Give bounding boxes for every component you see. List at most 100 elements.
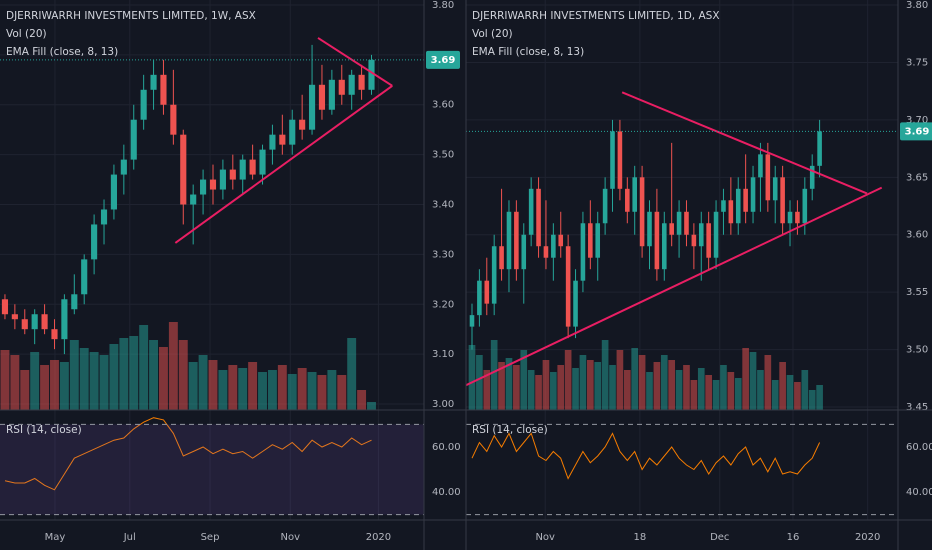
x-tick-label: 16 [787, 532, 800, 543]
candle-body [110, 174, 117, 210]
plot-area [0, 0, 424, 520]
volume-bar [476, 355, 483, 410]
candle-body [625, 188, 630, 212]
volume-bar [483, 370, 491, 410]
candle-body [130, 119, 137, 160]
volume-bar [0, 350, 10, 410]
candle-body [639, 177, 645, 247]
candle-body [698, 223, 704, 247]
candle-body [477, 280, 482, 316]
volume-bar [683, 365, 690, 410]
candle-body [817, 131, 822, 166]
volume-bar [653, 362, 661, 410]
rsi-tick-label: 40.00 [906, 487, 932, 498]
volume-bar [675, 370, 683, 410]
volume-bar [159, 347, 168, 410]
candle-body [358, 74, 365, 90]
y-tick-label: 3.80 [906, 0, 928, 11]
volume-bar [786, 375, 794, 410]
volume-bar [277, 365, 287, 410]
volume-bar [742, 348, 749, 410]
candle-body [61, 299, 68, 340]
volume-bar [109, 344, 119, 410]
volume-bar [287, 374, 297, 410]
candle-body [543, 246, 549, 258]
candle-body [617, 131, 623, 189]
rsi-tick-label: 40.00 [432, 487, 461, 498]
volume-bar [609, 365, 616, 410]
volume-bar [660, 355, 668, 410]
candle-body [289, 119, 296, 145]
volume-bar [601, 340, 609, 410]
candle-body [661, 223, 667, 270]
candle-body [765, 154, 771, 201]
volume-bar [40, 365, 50, 410]
y-tick-label: 3.50 [906, 345, 928, 356]
candle-body [328, 79, 335, 110]
volume-bar [468, 345, 476, 410]
volume-bar [705, 375, 712, 410]
rsi-title: RSI (14, close) [6, 424, 82, 436]
candle-body [735, 188, 741, 224]
volume-bar [50, 360, 59, 410]
volume-bar [816, 385, 823, 410]
candle-body [209, 179, 217, 190]
candle-body [588, 223, 593, 258]
candle-body [150, 74, 157, 90]
volume-bar [69, 340, 79, 410]
rsi-line [471, 432, 821, 480]
candle-body [348, 74, 355, 95]
candle-body [743, 188, 748, 212]
volume-bar [616, 350, 624, 410]
y-tick-label: 3.20 [432, 299, 454, 310]
x-tick-label: Jul [123, 532, 136, 543]
volume-bar [720, 365, 727, 410]
y-tick-label: 3.65 [906, 172, 928, 183]
candle-body [528, 188, 534, 235]
volume-bar [357, 390, 367, 410]
y-tick-label: 3.50 [432, 150, 454, 161]
y-tick-label: 3.40 [432, 200, 454, 211]
indicator-label: Vol (20) [6, 28, 47, 40]
trendline [317, 37, 393, 87]
y-tick-label: 3.80 [432, 0, 454, 11]
candle-body [249, 159, 256, 175]
plot-area [466, 0, 898, 520]
volume-bar [513, 365, 520, 410]
candle-body [1, 299, 9, 315]
indicator-label: Vol (20) [472, 28, 513, 40]
volume-bar [198, 355, 208, 410]
candle-body [499, 246, 504, 270]
volume-bar [218, 370, 228, 410]
volume-bar [490, 340, 498, 410]
volume-bar [712, 380, 720, 410]
volume-bar [238, 368, 248, 410]
x-tick-label: Nov [280, 532, 300, 543]
candle-body [21, 319, 28, 330]
candle-body [795, 211, 800, 224]
rsi-tick-label: 60.00 [906, 442, 932, 453]
volume-bar [749, 352, 757, 410]
volume-bar [267, 370, 277, 410]
volume-bar [520, 350, 528, 410]
volume-bar [690, 380, 698, 410]
candle-body [713, 211, 719, 258]
volume-bar [586, 360, 594, 410]
rsi-title: RSI (14, close) [472, 424, 548, 436]
volume-bar [764, 355, 772, 410]
candle-body [140, 89, 147, 120]
candle-body [669, 223, 674, 235]
candle-body [41, 314, 48, 330]
volume-bar [258, 372, 267, 410]
y-tick-label: 3.10 [432, 349, 454, 360]
volume-bar [594, 362, 602, 410]
volume-bar [779, 362, 786, 410]
candle-body [11, 314, 18, 320]
volume-bar [572, 368, 579, 410]
price-label: 3.69 [905, 126, 930, 137]
candle-body [632, 177, 637, 212]
candle-body [802, 188, 808, 224]
volume-bar [347, 338, 357, 410]
volume-bar [505, 358, 513, 410]
